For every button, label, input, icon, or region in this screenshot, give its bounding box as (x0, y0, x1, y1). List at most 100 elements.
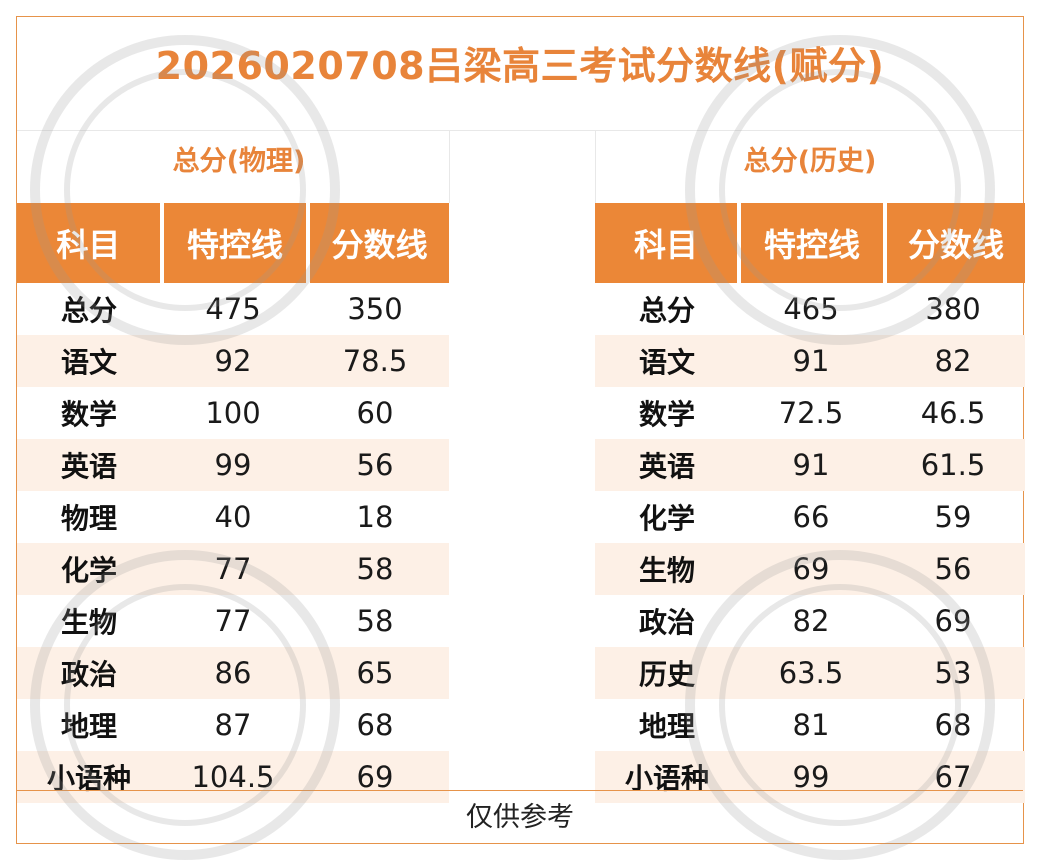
subject-cell: 语文 (638, 346, 695, 379)
subject-cell: 政治 (638, 606, 695, 639)
special-line-cell: 87 (214, 708, 252, 742)
special-line-cell: 99 (214, 448, 252, 482)
score-line-cell: 78.5 (342, 344, 408, 378)
special-line-cell: 63.5 (778, 656, 844, 690)
subject-cell: 地理 (60, 710, 117, 743)
score-line-cell: 58 (356, 604, 394, 638)
subject-cell: 生物 (638, 554, 695, 587)
footer-divider (17, 790, 1023, 791)
footer-note: 仅供参考 (466, 802, 574, 833)
table-row: 物理 40 18 (17, 491, 449, 543)
subject-cell: 政治 (60, 658, 117, 691)
header-score-line: 分数线 (310, 203, 449, 283)
page-title: 2026020708吕梁高三考试分数线(赋分) (155, 44, 885, 88)
subject-cell: 数学 (60, 398, 117, 431)
score-line-cell: 68 (934, 708, 972, 742)
subject-cell: 总分 (60, 294, 117, 327)
special-line-cell: 66 (792, 500, 830, 534)
special-line-cell: 465 (783, 292, 839, 326)
score-line-cell: 56 (934, 552, 972, 586)
table-row: 化学 66 59 (595, 491, 1025, 543)
subject-cell: 生物 (60, 606, 117, 639)
score-line-cell: 68 (356, 708, 394, 742)
header-score-line: 分数线 (886, 203, 1025, 283)
special-line-cell: 77 (214, 552, 252, 586)
table-row: 总分 475 350 (17, 283, 449, 335)
physics-panel: 总分(物理) 科目 特控线 分数线 总分 475 350 语文 92 78.5 数学 100 6… (17, 131, 450, 803)
history-header-row: 科目 特控线 分数线 (595, 203, 1025, 283)
subject-cell: 地理 (638, 710, 695, 743)
table-row: 地理 87 68 (17, 699, 449, 751)
special-line-cell: 86 (214, 656, 252, 690)
subject-cell: 英语 (638, 450, 695, 483)
score-line-cell: 61.5 (920, 448, 986, 482)
score-line-cell: 56 (356, 448, 394, 482)
table-row: 地理 81 68 (595, 699, 1025, 751)
score-line-cell: 69 (356, 760, 394, 794)
score-line-cell: 67 (934, 760, 972, 794)
subject-cell: 数学 (638, 398, 695, 431)
header-special-line: 特控线 (163, 203, 307, 283)
subject-cell: 化学 (60, 554, 117, 587)
table-row: 化学 77 58 (17, 543, 449, 595)
physics-heading: 总分(物理) (172, 146, 306, 177)
header-subject: 科目 (595, 203, 737, 283)
score-line-cell: 46.5 (920, 396, 986, 430)
score-line-cell: 380 (925, 292, 981, 326)
special-line-cell: 100 (205, 396, 261, 430)
special-line-cell: 40 (214, 500, 252, 534)
score-line-cell: 59 (934, 500, 972, 534)
special-line-cell: 91 (792, 344, 830, 378)
subject-cell: 小语种 (624, 762, 709, 795)
table-row: 数学 72.5 46.5 (595, 387, 1025, 439)
table-row: 政治 82 69 (595, 595, 1025, 647)
score-table-card: 2026020708吕梁高三考试分数线(赋分) 总分(物理) 科目 特控线 分数… (16, 16, 1025, 844)
score-line-cell: 58 (356, 552, 394, 586)
physics-header-row: 科目 特控线 分数线 (17, 203, 449, 283)
score-line-cell: 65 (356, 656, 394, 690)
special-line-cell: 475 (205, 292, 261, 326)
special-line-cell: 81 (792, 708, 830, 742)
special-line-cell: 104.5 (191, 760, 275, 794)
subject-cell: 历史 (638, 658, 695, 691)
subject-cell: 化学 (638, 502, 695, 535)
history-heading: 总分(历史) (743, 146, 877, 177)
subject-cell: 小语种 (46, 762, 131, 795)
table-row: 小语种 104.5 69 (17, 751, 449, 803)
physics-rows: 总分 475 350 语文 92 78.5 数学 100 60 英语 99 56 物理 40 18 化学 77 5… (17, 283, 449, 803)
table-row: 政治 86 65 (17, 647, 449, 699)
table-row: 历史 63.5 53 (595, 647, 1025, 699)
table-row: 语文 92 78.5 (17, 335, 449, 387)
heading-divider (595, 131, 596, 203)
table-row: 语文 91 82 (595, 335, 1025, 387)
header-special-line: 特控线 (740, 203, 883, 283)
title-divider (17, 130, 1023, 131)
subject-cell: 物理 (60, 502, 117, 535)
score-line-cell: 60 (356, 396, 394, 430)
special-line-cell: 92 (214, 344, 252, 378)
score-line-cell: 82 (934, 344, 972, 378)
table-row: 总分 465 380 (595, 283, 1025, 335)
table-row: 英语 91 61.5 (595, 439, 1025, 491)
subject-cell: 语文 (60, 346, 117, 379)
score-line-cell: 53 (934, 656, 972, 690)
table-row: 生物 77 58 (17, 595, 449, 647)
history-panel: 总分(历史) 科目 特控线 分数线 总分 465 380 语文 91 82 数学 72.5 46… (595, 131, 1025, 803)
special-line-cell: 99 (792, 760, 830, 794)
score-line-cell: 69 (934, 604, 972, 638)
special-line-cell: 72.5 (778, 396, 844, 430)
special-line-cell: 69 (792, 552, 830, 586)
table-row: 生物 69 56 (595, 543, 1025, 595)
special-line-cell: 91 (792, 448, 830, 482)
special-line-cell: 82 (792, 604, 830, 638)
table-row: 数学 100 60 (17, 387, 449, 439)
history-rows: 总分 465 380 语文 91 82 数学 72.5 46.5 英语 91 61.5 化学 66 59 生物… (595, 283, 1025, 803)
score-line-cell: 350 (347, 292, 403, 326)
subject-cell: 总分 (638, 294, 695, 327)
special-line-cell: 77 (214, 604, 252, 638)
heading-divider (449, 131, 450, 203)
table-row: 英语 99 56 (17, 439, 449, 491)
header-subject: 科目 (17, 203, 160, 283)
table-row: 小语种 99 67 (595, 751, 1025, 803)
score-line-cell: 18 (356, 500, 394, 534)
